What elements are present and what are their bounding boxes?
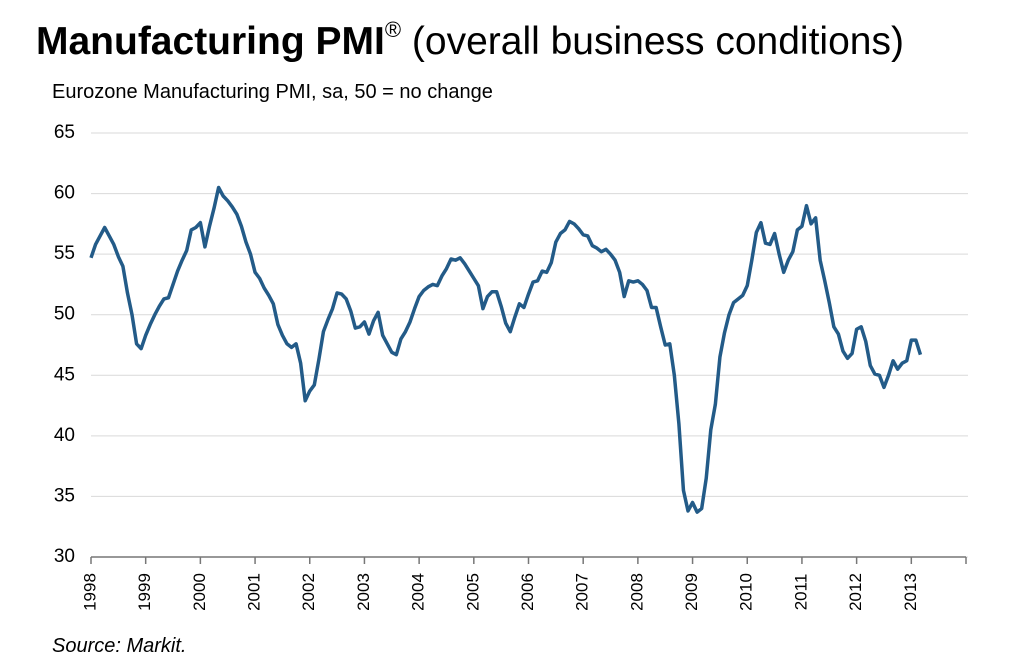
x-tick-label: 2006 <box>518 573 537 611</box>
y-tick-label: 45 <box>54 364 75 385</box>
x-tick-label: 2007 <box>573 573 592 611</box>
y-tick-label: 55 <box>54 243 75 264</box>
x-tick-label: 1998 <box>80 573 99 611</box>
x-tick-label: 2002 <box>299 573 318 611</box>
pmi-line <box>89 185 923 514</box>
title-mark: ® <box>385 17 401 42</box>
x-tick-label: 2008 <box>627 573 646 611</box>
x-tick-label: 2003 <box>354 573 373 611</box>
x-tick-label: 2013 <box>901 573 920 611</box>
x-tick-label: 2004 <box>409 573 428 611</box>
y-tick-label: 40 <box>54 425 75 446</box>
title-main: Manufacturing PMI <box>36 20 385 63</box>
title-rest: (overall business conditions) <box>401 20 904 63</box>
y-tick-label: 30 <box>54 546 75 567</box>
x-tick-label: 1999 <box>135 573 154 611</box>
y-tick-label: 65 <box>54 122 75 143</box>
x-tick-label: 2010 <box>737 573 756 611</box>
source: Source: Markit. <box>52 635 186 657</box>
x-tick-label: 2005 <box>463 573 482 611</box>
x-tick-label: 2012 <box>846 573 865 611</box>
chart-title: Manufacturing PMI® (overall business con… <box>36 17 904 63</box>
y-tick-label: 60 <box>54 183 75 204</box>
y-tick-label: 35 <box>54 485 75 506</box>
x-tick-label: 2000 <box>190 573 209 611</box>
subtitle: Eurozone Manufacturing PMI, sa, 50 = no … <box>52 81 493 103</box>
x-tick-label: 2009 <box>682 573 701 611</box>
y-tick-label: 50 <box>54 304 75 325</box>
x-tick-label: 2011 <box>791 574 810 611</box>
x-tick-label: 2001 <box>245 573 264 611</box>
